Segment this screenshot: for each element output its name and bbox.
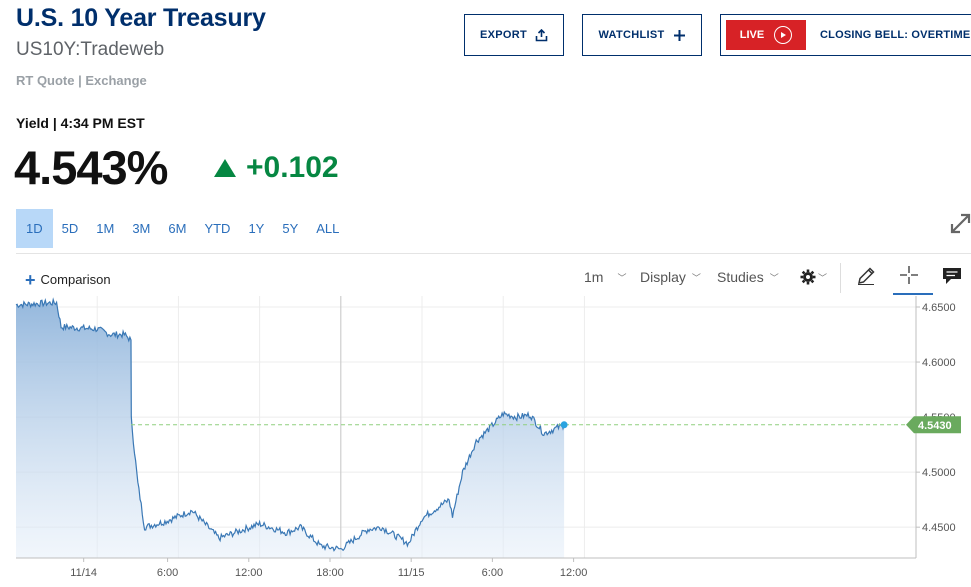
divider (16, 253, 971, 254)
x-tick-label: 12:00 (235, 567, 263, 579)
share-icon (535, 28, 548, 42)
price-change: +0.102 (214, 151, 339, 185)
pencil-icon[interactable] (856, 266, 876, 286)
quote-source: RT Quote | Exchange (16, 73, 147, 88)
comparison-label: Comparison (40, 272, 111, 287)
x-tick-label: 12:00 (560, 567, 588, 579)
yield-chart[interactable]: 4.65004.60004.55004.50004.450011/146:001… (0, 296, 971, 587)
interval-dropdown[interactable]: 1m ﹀ (584, 269, 626, 285)
series-area (16, 299, 565, 558)
interval-label: 1m (584, 269, 604, 285)
range-tab-1y[interactable]: 1Y (248, 221, 265, 236)
watchlist-button[interactable]: WATCHLIST (582, 14, 702, 56)
up-arrow-icon (214, 159, 236, 177)
y-tick-label: 4.6000 (922, 357, 956, 369)
plus-icon (673, 29, 686, 42)
current-value-badge (906, 416, 961, 434)
yield-timestamp: Yield | 4:34 PM EST (16, 115, 145, 131)
y-tick-label: 4.5000 (922, 467, 956, 479)
y-tick-label: 4.4500 (922, 522, 956, 534)
display-label: Display (640, 269, 686, 285)
live-badge[interactable]: LIVE (726, 20, 806, 50)
change-value: +0.102 (246, 151, 339, 184)
y-tick-label: 4.6500 (922, 302, 956, 314)
range-tab-ytd[interactable]: YTD (204, 221, 231, 236)
chevron-down-icon: ﹀ (818, 272, 828, 283)
page-title: U.S. 10 Year Treasury (16, 4, 266, 32)
expand-icon[interactable] (949, 209, 971, 235)
x-tick-label: 11/14 (70, 567, 97, 579)
studies-label: Studies (717, 269, 764, 285)
settings-dropdown[interactable]: ﹀ (800, 269, 827, 285)
display-dropdown[interactable]: Display ﹀ (640, 269, 701, 285)
export-button[interactable]: EXPORT (464, 14, 564, 56)
range-tab-1m[interactable]: 1M (96, 221, 115, 236)
last-price: 4.543% (14, 141, 168, 194)
chevron-down-icon: ﹀ (617, 272, 627, 283)
range-tab-6m[interactable]: 6M (168, 221, 187, 236)
range-tab-all[interactable]: ALL (316, 221, 340, 236)
plus-icon: + (25, 269, 36, 290)
export-label: EXPORT (479, 29, 528, 41)
live-stream-banner[interactable]: LIVE CLOSING BELL: OVERTIME (720, 14, 971, 56)
range-selector: 1D 5D 1M 3M 6M YTD 1Y 5Y ALL (16, 209, 348, 248)
x-tick-label: 11/15 (398, 567, 425, 579)
range-tab-1d[interactable]: 1D (16, 209, 53, 248)
toolbar-separator (840, 263, 841, 293)
range-tab-5d[interactable]: 5D (61, 221, 79, 236)
chevron-down-icon: ﹀ (691, 272, 701, 283)
crosshair-icon[interactable] (899, 265, 919, 285)
range-tab-5y[interactable]: 5Y (282, 221, 299, 236)
x-tick-label: 6:00 (157, 567, 178, 579)
comparison-button[interactable]: + Comparison (25, 269, 111, 290)
live-label: LIVE (739, 29, 765, 41)
current-value-label: 4.5430 (918, 420, 952, 432)
gear-icon (800, 269, 816, 285)
x-tick-label: 6:00 (482, 567, 503, 579)
series-line (15, 297, 565, 552)
range-tab-3m[interactable]: 3M (132, 221, 151, 236)
last-point-marker (560, 421, 568, 429)
play-icon (774, 26, 793, 44)
active-tool-indicator (893, 293, 933, 295)
closing-bell-link[interactable]: CLOSING BELL: OVERTIME (820, 29, 971, 41)
symbol-label: US10Y:Tradeweb (16, 39, 165, 60)
comment-icon[interactable] (942, 267, 962, 285)
studies-dropdown[interactable]: Studies ﹀ (717, 269, 779, 285)
watchlist-label: WATCHLIST (598, 29, 665, 41)
chevron-down-icon: ﹀ (769, 272, 779, 283)
x-tick-label: 18:00 (316, 567, 344, 579)
